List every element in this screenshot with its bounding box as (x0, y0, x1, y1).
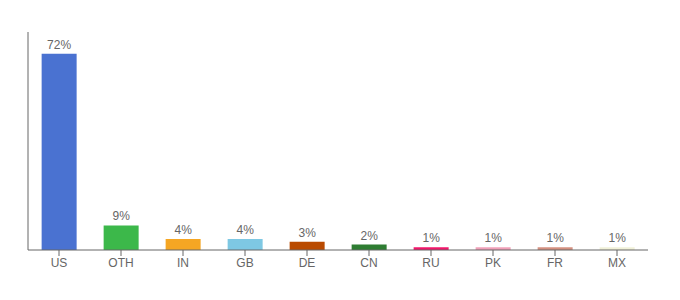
svg-text:9%: 9% (112, 209, 130, 223)
svg-text:CN: CN (360, 256, 377, 270)
svg-text:4%: 4% (174, 223, 192, 237)
svg-text:72%: 72% (47, 38, 71, 52)
svg-text:GB: GB (236, 256, 253, 270)
svg-text:FR: FR (547, 256, 563, 270)
svg-text:4%: 4% (236, 223, 254, 237)
svg-text:1%: 1% (422, 231, 440, 245)
svg-text:DE: DE (299, 256, 316, 270)
svg-text:2%: 2% (360, 229, 378, 243)
svg-text:OTH: OTH (108, 256, 133, 270)
svg-text:1%: 1% (608, 231, 626, 245)
svg-text:3%: 3% (298, 226, 316, 240)
svg-text:PK: PK (485, 256, 501, 270)
svg-text:RU: RU (422, 256, 439, 270)
svg-text:IN: IN (177, 256, 189, 270)
svg-text:MX: MX (608, 256, 626, 270)
svg-text:1%: 1% (546, 231, 564, 245)
svg-text:1%: 1% (484, 231, 502, 245)
svg-text:US: US (51, 256, 68, 270)
